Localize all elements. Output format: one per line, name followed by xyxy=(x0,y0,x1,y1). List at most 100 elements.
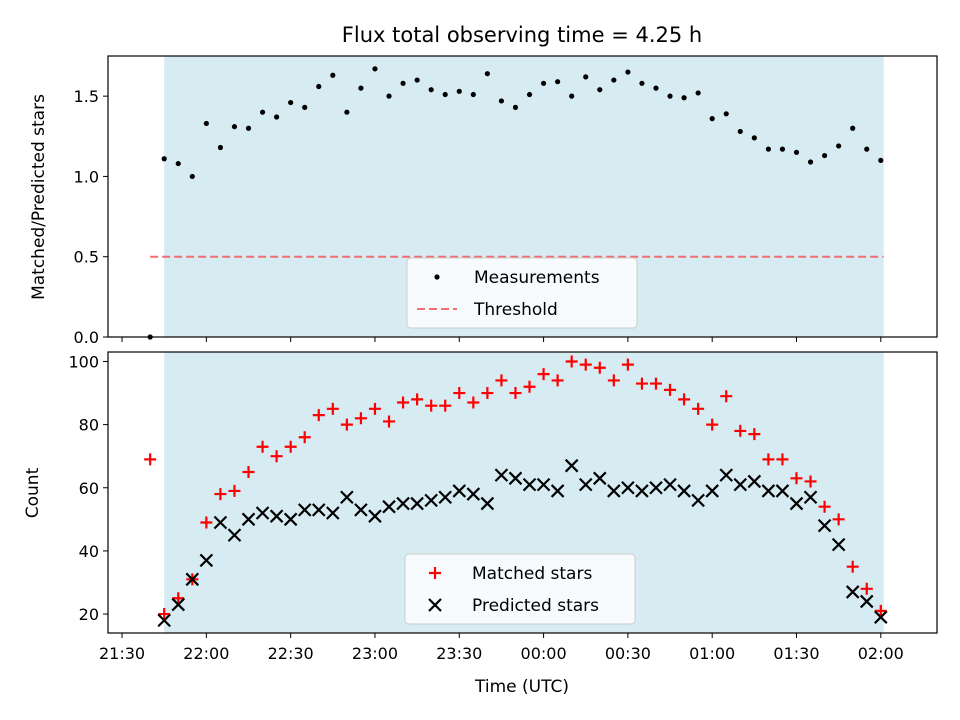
x-tick-label: 23:30 xyxy=(436,644,482,663)
measurement-point xyxy=(836,143,842,149)
measurement-point xyxy=(203,120,209,127)
y-tick-label: 1.5 xyxy=(74,87,99,106)
measurement-point xyxy=(358,85,364,91)
matched-point xyxy=(551,374,564,387)
measurement-point xyxy=(864,146,870,152)
predicted-point xyxy=(466,487,481,501)
y-tick-label: 0.5 xyxy=(74,248,99,267)
y-tick-label: 100 xyxy=(68,352,99,371)
matched-point xyxy=(607,374,620,387)
predicted-point xyxy=(438,490,452,505)
measurement-point xyxy=(217,144,224,151)
matched-point xyxy=(270,450,283,463)
legend-label: Matched stars xyxy=(472,564,592,584)
matched-point xyxy=(397,396,410,409)
measurement-point xyxy=(442,91,448,98)
measurement-point xyxy=(639,80,645,86)
measurement-point xyxy=(625,69,631,75)
matched-point xyxy=(158,608,171,621)
predicted-point xyxy=(536,477,551,492)
legend-box xyxy=(406,257,638,329)
predicted-point xyxy=(789,496,804,511)
x-tick-label: 22:30 xyxy=(268,644,314,663)
measurement-point xyxy=(316,83,322,90)
predicted-point xyxy=(874,610,888,624)
predicted-point xyxy=(494,468,509,482)
matched-point xyxy=(678,393,691,406)
matched-point xyxy=(144,453,157,466)
y-tick-label: 40 xyxy=(79,542,99,561)
predicted-point xyxy=(368,509,382,523)
predicted-point xyxy=(452,484,467,498)
measurement-point xyxy=(597,87,603,93)
measurement-point xyxy=(821,152,828,159)
x-tick-label: 00:00 xyxy=(521,644,567,663)
measurement-point xyxy=(428,87,434,93)
predicted-point xyxy=(705,484,719,498)
measurement-point xyxy=(512,104,519,110)
predicted-point xyxy=(733,477,748,492)
predicted-point xyxy=(621,480,635,495)
x-tick-label: 21:30 xyxy=(99,644,145,663)
matched-point xyxy=(874,604,887,617)
predicted-point xyxy=(564,458,579,473)
axes-frame xyxy=(107,351,938,634)
measurement-point xyxy=(330,72,336,78)
matched-point xyxy=(621,358,634,371)
matched-point xyxy=(860,582,873,595)
matched-point xyxy=(832,513,845,526)
predicted-point xyxy=(171,597,186,612)
predicted-point xyxy=(635,484,649,498)
measurement-point xyxy=(807,159,814,165)
predicted-point xyxy=(213,515,228,530)
predicted-point xyxy=(340,490,354,505)
x-tick-label: 22:00 xyxy=(183,644,229,663)
predicted-point xyxy=(424,493,438,508)
matched-point xyxy=(481,387,494,400)
x-tick-label: 00:30 xyxy=(605,644,651,663)
measurement-point xyxy=(681,95,687,101)
predicted-point xyxy=(550,484,565,498)
measurement-point xyxy=(288,99,294,106)
predicted-point xyxy=(719,468,734,482)
predicted-point xyxy=(311,503,326,517)
matched-point xyxy=(509,387,522,400)
matched-point xyxy=(649,377,662,390)
matched-point xyxy=(467,396,480,409)
measurement-point xyxy=(779,146,786,152)
ratio-panel: 0.0 0.5 1.0 1.5 Measurements Threshold xyxy=(74,55,938,347)
measurement-point xyxy=(302,104,308,110)
legend-box xyxy=(404,553,636,625)
matched-point xyxy=(790,472,803,485)
predicted-point xyxy=(803,490,818,505)
predicted-point xyxy=(859,594,874,609)
predicted-point xyxy=(354,503,368,517)
predicted-point xyxy=(817,518,832,533)
measurement-point xyxy=(498,98,505,104)
measurement-point xyxy=(765,146,771,152)
measurement-point xyxy=(878,157,884,163)
legend-marker-matched xyxy=(429,567,441,579)
predicted-point xyxy=(199,553,214,568)
x-tick-label: 01:00 xyxy=(689,644,735,663)
matched-point xyxy=(411,393,424,406)
matched-point xyxy=(818,500,831,513)
matched-point xyxy=(214,488,227,501)
measurement-point xyxy=(245,125,252,131)
axes-frame xyxy=(107,55,938,338)
measurement-point xyxy=(175,160,181,167)
count-panel: 20 40 60 80 100 21:30 22:00 22:30 23:00 23:30 00:0… xyxy=(68,351,938,663)
predicted-point xyxy=(157,613,171,628)
matched-point xyxy=(495,374,508,387)
predicted-point xyxy=(578,477,593,492)
y-tick-label: 80 xyxy=(79,416,99,435)
matched-point xyxy=(200,516,213,529)
measurement-point xyxy=(456,88,462,94)
matched-point xyxy=(734,424,747,437)
predicted-point xyxy=(396,496,410,511)
matched-point xyxy=(579,358,592,371)
measurement-point xyxy=(231,124,238,130)
matched-point xyxy=(748,428,761,441)
legend-label: Threshold xyxy=(473,300,558,320)
predicted-point xyxy=(761,484,776,498)
